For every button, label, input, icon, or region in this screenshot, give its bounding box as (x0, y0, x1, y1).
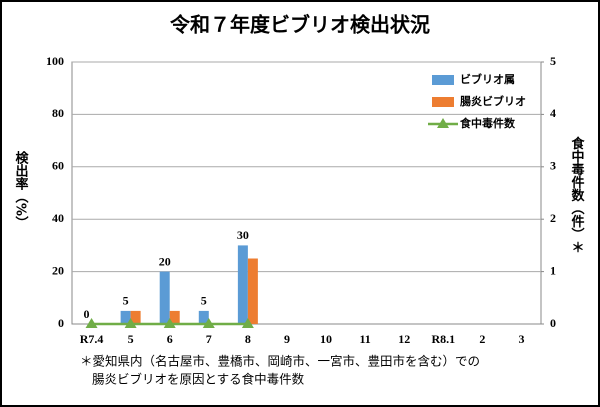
x-tick-label: 10 (320, 332, 332, 346)
y2-tick-label: 5 (550, 54, 556, 68)
y2-tick-label: 3 (550, 159, 556, 173)
data-label: 5 (123, 294, 129, 308)
data-label: 5 (201, 294, 207, 308)
y-tick-label: 40 (52, 211, 64, 225)
x-tick-label: 11 (359, 332, 370, 346)
line-marker (85, 318, 98, 328)
data-label: 30 (237, 228, 249, 242)
legend-marker (437, 118, 449, 128)
bar (237, 245, 248, 324)
y-axis-label: 検出率（%） (13, 150, 30, 229)
x-tick-label: 2 (479, 332, 485, 346)
x-tick-label: 12 (398, 332, 410, 346)
y-tick-label: 100 (46, 54, 64, 68)
bar (247, 258, 258, 324)
bar (120, 310, 131, 324)
legend-swatch (432, 97, 454, 107)
legend-label: ビブリオ属 (460, 72, 515, 86)
bar (130, 310, 141, 324)
legend-swatch (432, 75, 454, 85)
y2-tick-label: 0 (550, 316, 556, 330)
y2-tick-label: 4 (550, 106, 556, 120)
bar (159, 271, 170, 324)
footnote: 腸炎ビブリオを原因とする食中毒件数 (92, 372, 305, 387)
data-label: 0 (84, 307, 90, 321)
y2-tick-label: 2 (550, 211, 556, 225)
x-tick-label: 8 (245, 332, 251, 346)
x-tick-label: 7 (206, 332, 212, 346)
line-marker (163, 318, 176, 328)
y-tick-label: 80 (52, 106, 64, 120)
y-tick-label: 60 (52, 159, 64, 173)
bar (169, 310, 180, 324)
x-tick-label: 5 (128, 332, 134, 346)
y-tick-label: 0 (58, 316, 64, 330)
line-marker (241, 318, 254, 328)
line-marker (124, 318, 137, 328)
bar (198, 310, 209, 324)
y-tick-label: 20 (52, 263, 64, 277)
y2-tick-label: 1 (550, 263, 556, 277)
x-tick-label: R8.1 (431, 332, 455, 346)
chart-title: 令和７年度ビブリオ検出状況 (170, 13, 430, 37)
x-tick-label: 3 (518, 332, 524, 346)
x-tick-label: R7.4 (80, 332, 104, 346)
y2-axis-label: 食中毒件数（件）＊ (569, 136, 586, 254)
x-tick-label: 9 (284, 332, 290, 346)
data-label: 20 (159, 254, 171, 268)
legend-label: 腸炎ビブリオ (460, 94, 526, 108)
footnote: ＊愛知県内（名古屋市、豊橋市、岡崎市、一宮市、豊田市を含む）での (80, 354, 480, 369)
legend-label: 食中毒件数 (460, 116, 516, 130)
x-tick-label: 6 (167, 332, 173, 346)
line-marker (202, 318, 215, 328)
